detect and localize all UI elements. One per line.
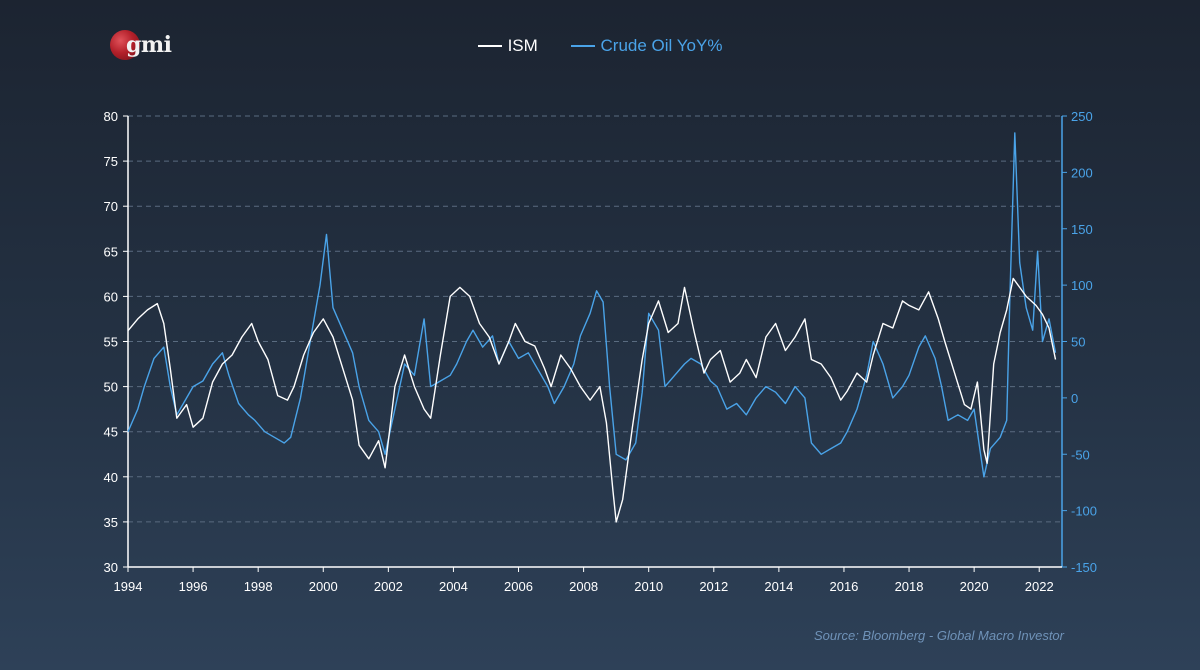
x-tick-label: 2002: [374, 579, 403, 594]
y-left-tick-label: 40: [104, 470, 118, 485]
x-tick-label: 2010: [634, 579, 663, 594]
globe-icon: [110, 30, 140, 60]
y-left-tick-label: 65: [104, 244, 118, 259]
y-right-tick-label: 150: [1071, 222, 1093, 237]
legend-swatch-oil: [570, 45, 595, 47]
y-right-tick-label: 50: [1071, 335, 1085, 350]
y-right-tick-label: 100: [1071, 278, 1093, 293]
y-left-tick-label: 30: [104, 560, 118, 575]
y-right-tick-label: -150: [1071, 560, 1097, 575]
x-tick-label: 2008: [569, 579, 598, 594]
y-left-tick-label: 35: [104, 515, 118, 530]
series-line-ism: [127, 277, 1057, 523]
y-right-tick-label: 0: [1071, 391, 1078, 406]
y-right-tick-label: -100: [1071, 504, 1097, 519]
y-left-tick-label: 50: [104, 380, 118, 395]
legend-item-oil: Crude Oil YoY%: [570, 36, 723, 56]
source-note: Source: Bloomberg - Global Macro Investo…: [814, 628, 1064, 643]
y-left-tick-label: 80: [104, 109, 118, 124]
gmi-logo: gmi: [106, 28, 186, 68]
legend-label-oil: Crude Oil YoY%: [600, 36, 723, 55]
x-tick-label: 2020: [960, 579, 989, 594]
x-tick-label: 2004: [439, 579, 468, 594]
x-tick-label: 1996: [179, 579, 208, 594]
y-left-tick-label: 55: [104, 335, 118, 350]
series-line-crude-oil: [127, 132, 1057, 478]
y-left-tick-label: 45: [104, 425, 118, 440]
legend: ISM Crude Oil YoY%: [0, 32, 1200, 56]
logo-text: gmi: [126, 32, 172, 58]
x-tick-label: 2000: [309, 579, 338, 594]
y-left-tick-label: 75: [104, 154, 118, 169]
y-left-tick-label: 70: [104, 199, 118, 214]
y-right-tick-label: 250: [1071, 109, 1093, 124]
x-tick-label: 1998: [244, 579, 273, 594]
x-tick-label: 1994: [114, 579, 143, 594]
y-right-tick-label: 200: [1071, 165, 1093, 180]
y-right-tick-label: -50: [1071, 447, 1090, 462]
x-tick-label: 2014: [764, 579, 793, 594]
x-tick-label: 2012: [699, 579, 728, 594]
x-tick-label: 2006: [504, 579, 533, 594]
legend-swatch-ism: [477, 45, 502, 47]
x-tick-label: 2018: [895, 579, 924, 594]
x-tick-label: 2016: [829, 579, 858, 594]
legend-item-ism: ISM: [477, 36, 538, 56]
legend-label-ism: ISM: [507, 36, 538, 55]
x-tick-label: 2022: [1025, 579, 1054, 594]
y-left-tick-label: 60: [104, 289, 118, 304]
